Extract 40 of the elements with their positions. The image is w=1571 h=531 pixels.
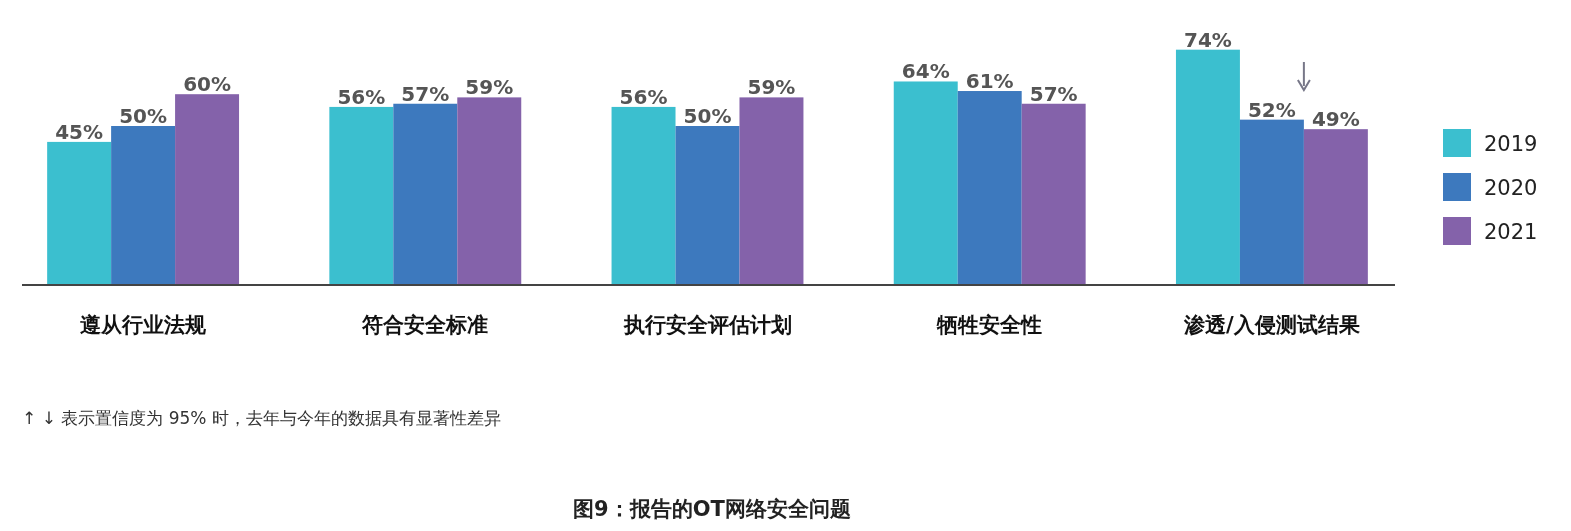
data-label: 61% (965, 69, 1014, 94)
bar (893, 81, 958, 285)
data-label: 56% (619, 84, 668, 109)
x-tick-label: 牺牲安全性 (936, 313, 1043, 337)
data-label: 49% (1311, 107, 1360, 132)
bar (739, 97, 804, 285)
data-label: 52% (1247, 97, 1296, 122)
legend-label: 2021 (1484, 220, 1538, 244)
data-label: 45% (55, 119, 104, 144)
x-tick-label: 执行安全评估计划 (622, 313, 792, 337)
bar (1303, 129, 1368, 285)
text: ↑ ↓ 表示置信度为 95% 时，去年与今年的数据具有显著性差异 (22, 408, 501, 428)
text: 图9：报告的OT网络安全问题 (573, 497, 851, 521)
bar (957, 91, 1022, 285)
bar (1021, 103, 1086, 285)
bar (675, 126, 740, 285)
bar (175, 94, 240, 285)
data-label: 57% (401, 81, 450, 106)
bar (457, 97, 522, 285)
data-label: 64% (901, 59, 950, 84)
data-label: 57% (1029, 81, 1078, 106)
x-tick-label: 渗透/入侵测试结果 (1183, 313, 1360, 337)
legend-label: 2020 (1484, 176, 1538, 200)
data-label: 74% (1184, 27, 1232, 52)
bar (47, 141, 112, 285)
bar (611, 106, 676, 285)
data-label: 59% (465, 75, 514, 100)
data-label: 50% (119, 104, 168, 128)
bar (393, 103, 458, 285)
x-tick-label: 符合安全标准 (361, 313, 489, 337)
legend-label: 2019 (1484, 132, 1538, 156)
data-label: 60% (183, 72, 231, 97)
data-label: 56% (337, 84, 386, 109)
data-label: 50% (683, 104, 732, 128)
bar (329, 106, 394, 285)
bar (1239, 119, 1304, 285)
data-label: 59% (747, 75, 796, 100)
x-tick-label: 遵从行业法规 (80, 313, 207, 337)
bar (111, 126, 176, 285)
bar (1175, 49, 1240, 285)
